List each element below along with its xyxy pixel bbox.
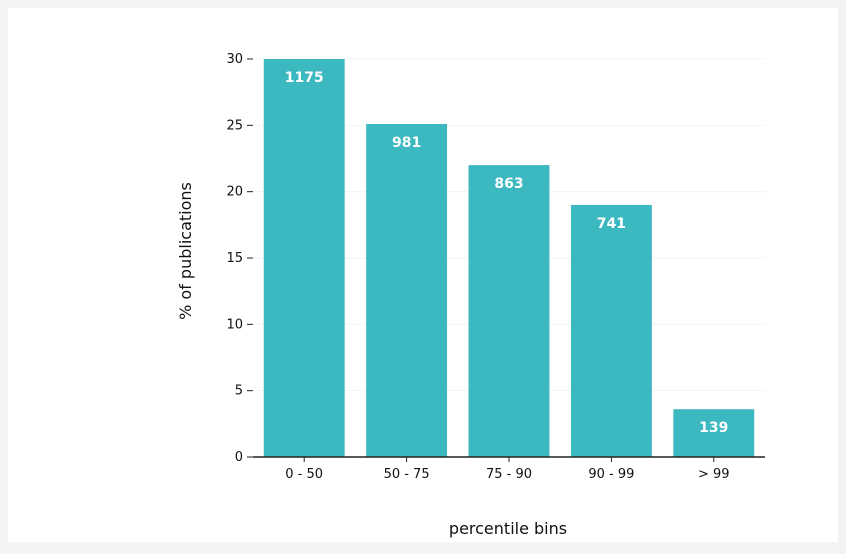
y-tick-label: 5 bbox=[235, 384, 243, 399]
bar bbox=[673, 409, 755, 457]
data-labels: 1175 981 863 741 139 bbox=[285, 70, 729, 436]
bar bbox=[468, 165, 550, 457]
y-tick-label: 15 bbox=[226, 251, 243, 266]
x-tick-label: 75 - 90 bbox=[486, 467, 532, 482]
y-tick-label: 25 bbox=[226, 118, 243, 133]
bar bbox=[366, 124, 448, 458]
y-tick-label: 20 bbox=[226, 185, 243, 200]
bars bbox=[263, 59, 755, 458]
bar bbox=[570, 204, 652, 457]
y-axis-title: % of publications bbox=[176, 182, 195, 320]
x-tick-label: 90 - 99 bbox=[588, 467, 634, 482]
bar-chart: 1175 981 863 741 139 0 5 10 15 20 25 30 0 - 50 50 - … bbox=[176, 52, 765, 538]
y-tick-label: 30 bbox=[226, 52, 243, 67]
x-tick-label: > 99 bbox=[698, 467, 730, 482]
bar-value-label: 863 bbox=[494, 176, 523, 192]
bar-value-label: 139 bbox=[699, 420, 728, 436]
x-axis-title: percentile bins bbox=[449, 519, 567, 538]
y-tick-label: 10 bbox=[226, 317, 243, 332]
bar-value-label: 981 bbox=[392, 135, 421, 151]
bar bbox=[263, 59, 345, 457]
axes: 0 5 10 15 20 25 30 0 - 50 50 - 75 75 - 90 90 - 99 >… bbox=[226, 52, 765, 482]
x-tick-label: 0 - 50 bbox=[285, 467, 323, 482]
chart-frame: 1175 981 863 741 139 0 5 10 15 20 25 30 0 - 50 50 - … bbox=[8, 8, 838, 542]
bar-value-label: 741 bbox=[597, 216, 626, 232]
x-tick-label: 50 - 75 bbox=[384, 467, 430, 482]
y-tick-label: 0 bbox=[235, 450, 243, 465]
bar-value-label: 1175 bbox=[285, 70, 324, 86]
